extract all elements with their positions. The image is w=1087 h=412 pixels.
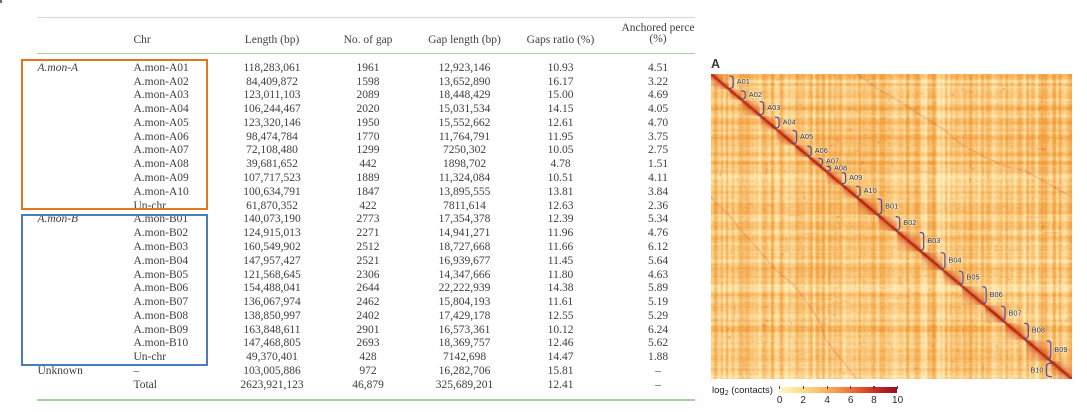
svg-text:A08: A08 [834, 164, 847, 173]
svg-text:B05: B05 [967, 273, 980, 282]
svg-text:A01: A01 [737, 77, 750, 86]
svg-text:B08: B08 [1032, 326, 1045, 335]
svg-text:B04: B04 [948, 256, 961, 265]
svg-text:B06: B06 [990, 290, 1003, 299]
svg-text:A04: A04 [783, 117, 796, 126]
svg-text:A06: A06 [815, 146, 828, 155]
svg-text:A07: A07 [826, 157, 839, 166]
svg-text:A02: A02 [749, 90, 762, 99]
svg-text:A09: A09 [849, 173, 862, 182]
svg-text:B07: B07 [1009, 308, 1022, 317]
svg-text:A03: A03 [767, 103, 780, 112]
svg-text:B01: B01 [885, 201, 898, 210]
svg-text:A10: A10 [864, 186, 877, 195]
svg-text:A05: A05 [800, 132, 813, 141]
svg-text:B03: B03 [927, 236, 940, 245]
svg-text:B09: B09 [1054, 345, 1067, 354]
svg-text:B02: B02 [903, 218, 916, 227]
svg-text:B10: B10 [1030, 366, 1043, 375]
